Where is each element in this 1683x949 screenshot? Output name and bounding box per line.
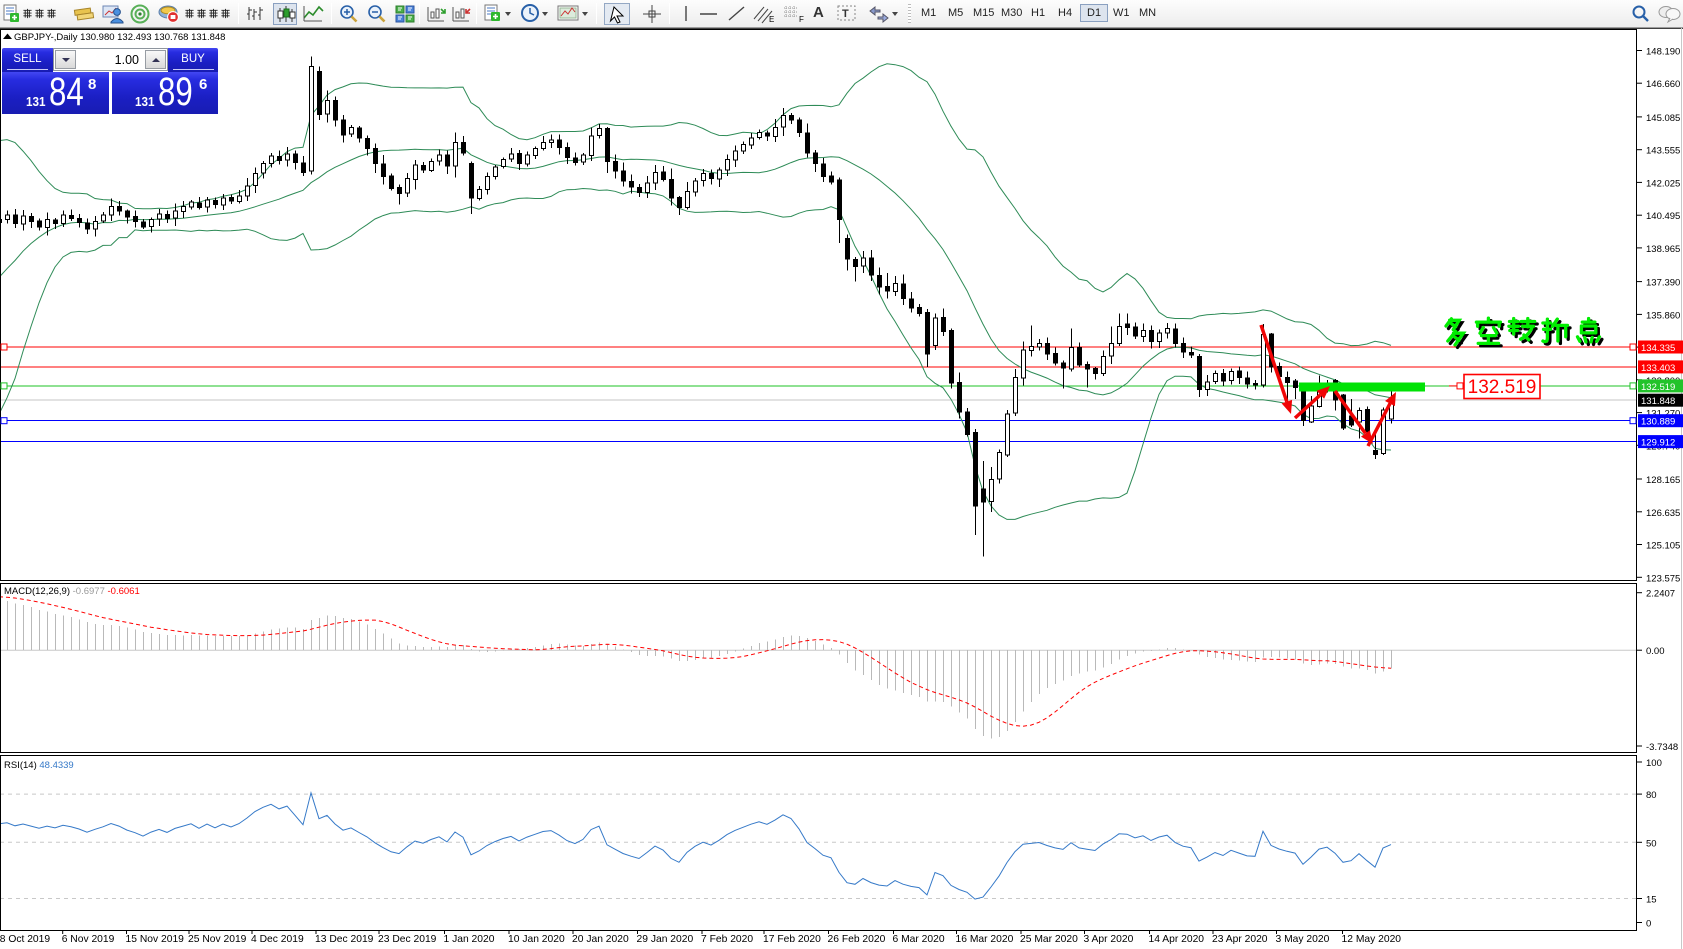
svg-text:10 Jan 2020: 10 Jan 2020 xyxy=(508,934,565,945)
svg-text:3 May 2020: 3 May 2020 xyxy=(1276,934,1330,945)
svg-text:128.165: 128.165 xyxy=(1646,475,1680,486)
svg-text:3 Apr 2020: 3 Apr 2020 xyxy=(1084,934,1134,945)
svg-text:-3.7348: -3.7348 xyxy=(1646,742,1678,753)
svg-text:15: 15 xyxy=(1646,895,1657,906)
svg-text:137.390: 137.390 xyxy=(1646,278,1680,289)
svg-text:GBPJPY-,Daily 130.980 132.493: GBPJPY-,Daily 130.980 132.493 130.768 13… xyxy=(14,32,225,43)
svg-text:135.860: 135.860 xyxy=(1646,310,1680,321)
svg-text:126.635: 126.635 xyxy=(1646,508,1680,519)
svg-text:130.889: 130.889 xyxy=(1641,417,1675,428)
svg-text:25 Nov 2019: 25 Nov 2019 xyxy=(188,934,247,945)
svg-text:RSI(14) 48.4339: RSI(14) 48.4339 xyxy=(4,760,74,771)
svg-text:15 Nov 2019: 15 Nov 2019 xyxy=(126,934,185,945)
svg-text:F: F xyxy=(799,15,804,24)
svg-text:T: T xyxy=(842,8,849,20)
svg-text:143.555: 143.555 xyxy=(1646,146,1680,157)
svg-text:14 Apr 2020: 14 Apr 2020 xyxy=(1149,934,1205,945)
svg-text:125.105: 125.105 xyxy=(1646,541,1680,552)
svg-text:131.848: 131.848 xyxy=(1641,396,1675,407)
svg-text:23 Apr 2020: 23 Apr 2020 xyxy=(1212,934,1268,945)
svg-text:148.190: 148.190 xyxy=(1646,47,1680,58)
svg-text:6 Mar 2020: 6 Mar 2020 xyxy=(893,934,945,945)
svg-text:80: 80 xyxy=(1646,790,1657,801)
svg-text:123.575: 123.575 xyxy=(1646,573,1680,584)
svg-text:140.495: 140.495 xyxy=(1646,211,1680,222)
svg-text:129.912: 129.912 xyxy=(1641,438,1675,449)
svg-text:2.2407: 2.2407 xyxy=(1646,589,1675,600)
svg-text:132.519: 132.519 xyxy=(1641,382,1675,393)
svg-text:100: 100 xyxy=(1646,758,1662,769)
svg-text:29 Jan 2020: 29 Jan 2020 xyxy=(637,934,694,945)
svg-text:131.270: 131.270 xyxy=(1646,409,1680,420)
svg-text:6 Nov 2019: 6 Nov 2019 xyxy=(62,934,115,945)
svg-text:23 Dec 2019: 23 Dec 2019 xyxy=(378,934,437,945)
svg-text:0: 0 xyxy=(1646,919,1651,930)
svg-text:25 Mar 2020: 25 Mar 2020 xyxy=(1020,934,1078,945)
svg-text:146.660: 146.660 xyxy=(1646,79,1680,90)
svg-text:20 Jan 2020: 20 Jan 2020 xyxy=(572,934,629,945)
svg-text:138.965: 138.965 xyxy=(1646,244,1680,255)
svg-text:134.335: 134.335 xyxy=(1641,343,1675,354)
svg-text:133.403: 133.403 xyxy=(1641,363,1675,374)
svg-text:4 Dec 2019: 4 Dec 2019 xyxy=(251,934,304,945)
svg-text:17 Feb 2020: 17 Feb 2020 xyxy=(763,934,821,945)
svg-text:12 May 2020: 12 May 2020 xyxy=(1342,934,1402,945)
svg-text:142.025: 142.025 xyxy=(1646,178,1680,189)
svg-text:MACD(12,26,9) -0.6977 -0.6061: MACD(12,26,9) -0.6977 -0.6061 xyxy=(4,586,140,597)
svg-text:E: E xyxy=(769,15,774,24)
svg-text:1 Jan 2020: 1 Jan 2020 xyxy=(444,934,495,945)
svg-text:7 Feb 2020: 7 Feb 2020 xyxy=(701,934,753,945)
svg-text:132.519: 132.519 xyxy=(1468,377,1537,398)
svg-text:145.085: 145.085 xyxy=(1646,113,1680,124)
svg-text:26 Feb 2020: 26 Feb 2020 xyxy=(828,934,886,945)
svg-text:13 Dec 2019: 13 Dec 2019 xyxy=(315,934,374,945)
svg-text:28 Oct 2019: 28 Oct 2019 xyxy=(0,934,50,945)
svg-text:16 Mar 2020: 16 Mar 2020 xyxy=(956,934,1014,945)
svg-text:0.00: 0.00 xyxy=(1646,646,1665,657)
svg-text:50: 50 xyxy=(1646,838,1657,849)
